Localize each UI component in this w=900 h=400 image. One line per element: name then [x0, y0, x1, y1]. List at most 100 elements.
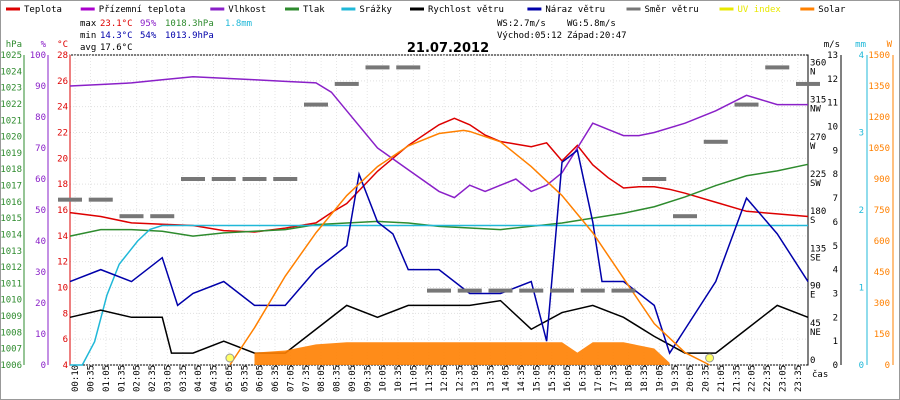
- x-tick-label-30: 15:05: [532, 365, 542, 392]
- series-wind-dir-mark-1: [88, 197, 113, 202]
- info-wg: WG:5.8m/s: [567, 19, 616, 29]
- series-wind-dir-mark-16: [550, 288, 574, 293]
- axis-tick-dir-8: 360: [810, 58, 826, 68]
- series-3-line: [70, 224, 808, 366]
- axis-tick-celsius-10: 24: [57, 103, 68, 113]
- x-tick-label-45: 22:35: [763, 365, 773, 392]
- stat-max-rain: 1.8mm: [225, 19, 252, 29]
- axis-tick-celsius-2: 8: [63, 309, 68, 319]
- axis-tick-hpa-1: 1007: [0, 345, 22, 355]
- stat-min-label: min: [80, 31, 96, 41]
- stat-min-temp: 14.3°C: [100, 31, 133, 41]
- series-6-line: [229, 129, 710, 366]
- axis-tick-celsius-5: 14: [57, 232, 68, 242]
- x-tick-label-7: 03:35: [179, 365, 189, 392]
- axis-unit-pct: %: [41, 40, 47, 50]
- axis-tick-hpa-4: 1010: [0, 296, 22, 306]
- axis-tick-w-9: 1350: [868, 82, 890, 92]
- series-wind-dir-mark-0: [58, 197, 82, 202]
- axis-tick-celsius-8: 20: [57, 154, 68, 164]
- axis-tick-ms-12: 12: [827, 75, 838, 85]
- axis-tick-dir-2: 90: [810, 282, 821, 292]
- x-tick-label-15: 07:35: [302, 365, 312, 392]
- axis-tick-hpa-12: 1018: [0, 165, 22, 175]
- series-wind-dir-mark-10: [365, 65, 390, 70]
- legend-label-8: UV index: [738, 5, 782, 15]
- x-tick-label-23: 11:35: [425, 365, 435, 392]
- legend-label-6: Náraz větru: [545, 5, 605, 15]
- axis-tick-hpa-5: 1011: [0, 279, 22, 289]
- axis-dirlabel-6: W: [810, 142, 816, 152]
- legend-label-1: Přízemní teplota: [99, 5, 186, 15]
- x-tick-label-11: 05:35: [240, 365, 250, 392]
- axis-dirlabel-1: NE: [810, 328, 821, 338]
- axis-tick-ms-6: 6: [833, 218, 838, 228]
- series-wind-dir-mark-24: [796, 81, 820, 86]
- x-tick-label-10: 05:05: [225, 365, 235, 392]
- chart-title: 21.07.2012: [407, 41, 489, 56]
- x-tick-label-5: 02:35: [148, 365, 158, 392]
- x-tick-label-8: 04:05: [194, 365, 204, 392]
- series-wind-dir-mark-12: [427, 288, 451, 293]
- series-1-line: [69, 75, 808, 199]
- axis-tick-celsius-6: 16: [57, 206, 68, 216]
- axis-tick-ms-1: 1: [833, 337, 838, 347]
- axis-tick-dir-3: 135: [810, 244, 826, 254]
- x-tick-label-26: 13:05: [471, 365, 481, 392]
- axis-tick-ms-7: 7: [833, 194, 838, 204]
- axis-tick-hpa-13: 1019: [0, 149, 22, 159]
- x-tick-label-14: 07:05: [286, 365, 296, 392]
- axis-tick-w-4: 600: [874, 237, 890, 247]
- axis-tick-pct-0: 0: [41, 361, 46, 371]
- axis-tick-hpa-11: 1017: [0, 182, 22, 192]
- axis-unit-mm: mm: [855, 40, 866, 50]
- axis-tick-mm-1: 1: [859, 284, 864, 294]
- axis-tick-pct-7: 70: [35, 144, 46, 154]
- axis-tick-hpa-10: 1016: [0, 198, 22, 208]
- x-axis-label: čas: [812, 369, 828, 380]
- series-wind-dir-mark-18: [611, 288, 636, 293]
- axis-tick-pct-4: 40: [35, 237, 46, 247]
- axis-tick-ms-2: 2: [833, 313, 838, 323]
- sun-marker-1: [705, 353, 715, 363]
- x-tick-label-27: 13:35: [486, 365, 496, 392]
- legend-label-4: Srážky: [359, 5, 392, 15]
- x-tick-label-43: 21:35: [732, 365, 742, 392]
- axis-tick-pct-10: 100: [30, 51, 46, 61]
- series-wind-dir-mark-5: [211, 177, 236, 181]
- axis-tick-pct-5: 50: [35, 206, 46, 216]
- axis-tick-hpa-2: 1008: [0, 328, 22, 338]
- axis-tick-hpa-8: 1014: [0, 230, 22, 240]
- axis-tick-mm-3: 3: [859, 129, 864, 139]
- axis-tick-ms-10: 10: [827, 123, 838, 133]
- series-wind-dir-mark-23: [765, 65, 790, 70]
- axis-dirlabel-3: SE: [810, 253, 821, 263]
- x-tick-label-6: 03:05: [163, 365, 173, 392]
- stat-avg-label: avg: [80, 43, 96, 53]
- legend-label-9: Solar: [818, 5, 846, 15]
- series-wind-dir-mark-7: [273, 177, 298, 181]
- info-ws: WS:2.7m/s: [497, 19, 546, 29]
- x-tick-label-2: 01:05: [102, 365, 112, 392]
- axis-tick-ms-11: 11: [827, 99, 838, 109]
- x-tick-label-25: 12:35: [456, 365, 466, 392]
- axis-tick-pct-1: 10: [35, 330, 46, 340]
- x-tick-label-12: 06:05: [256, 365, 266, 392]
- x-tick-label-28: 14:05: [502, 365, 512, 392]
- x-tick-label-36: 18:05: [625, 365, 635, 392]
- legend-label-7: Směr větru: [645, 5, 699, 15]
- axis-tick-hpa-17: 1023: [0, 84, 22, 94]
- axis-tick-hpa-3: 1009: [0, 312, 22, 322]
- x-tick-label-22: 11:05: [409, 365, 419, 392]
- axis-tick-celsius-12: 28: [57, 51, 68, 61]
- axis-tick-hpa-15: 1021: [0, 116, 22, 126]
- x-tick-label-40: 20:05: [686, 365, 696, 392]
- axis-tick-mm-4: 4: [859, 51, 864, 61]
- axis-tick-celsius-4: 12: [57, 258, 68, 268]
- axis-tick-hpa-0: 1006: [0, 361, 22, 371]
- stat-avg-temp: 17.6°C: [100, 43, 133, 53]
- axis-tick-pct-9: 90: [35, 82, 46, 92]
- stat-max-label: max: [80, 19, 97, 29]
- stat-max-hum: 95%: [140, 19, 157, 29]
